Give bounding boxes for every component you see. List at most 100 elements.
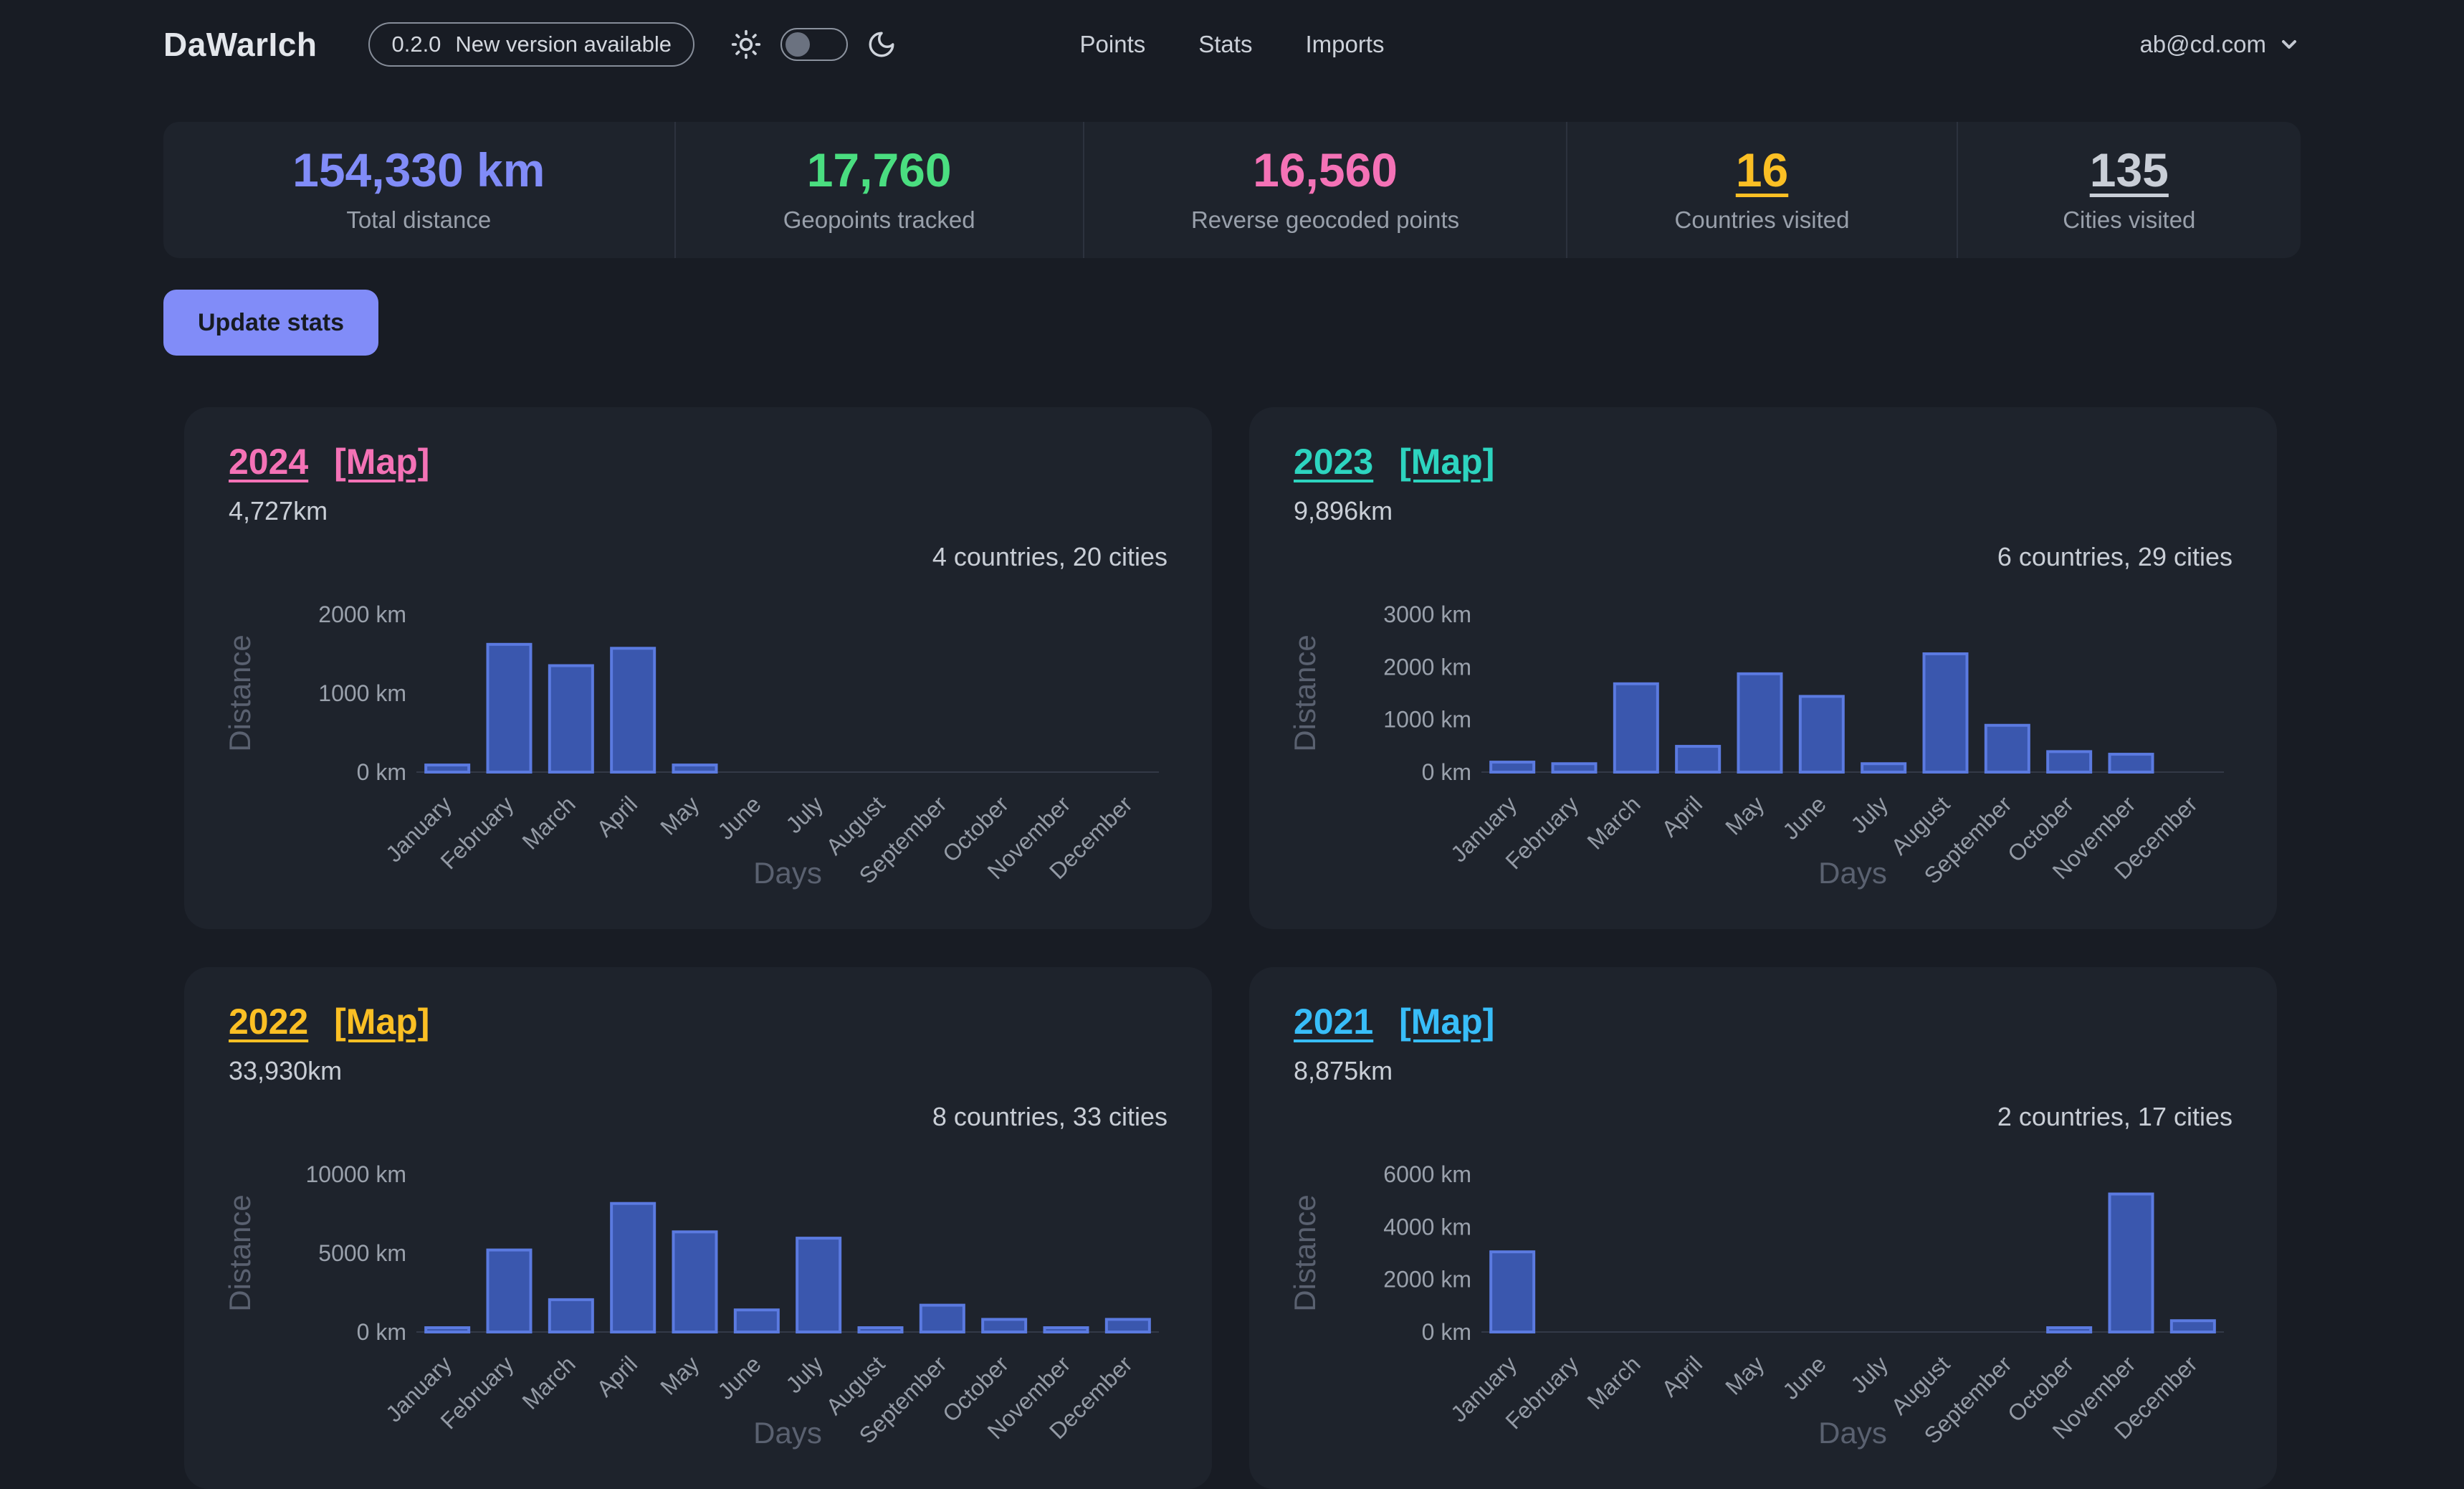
svg-text:2000 km: 2000 km xyxy=(1383,1267,1471,1293)
svg-text:April: April xyxy=(1656,791,1707,842)
map-link[interactable]: [Map] xyxy=(1399,1002,1495,1042)
chevron-down-icon xyxy=(2282,40,2297,49)
main-nav: Points Stats Imports xyxy=(1080,31,1385,58)
svg-text:1000 km: 1000 km xyxy=(318,680,406,706)
svg-text:April: April xyxy=(591,791,642,842)
stat-value[interactable]: 135 xyxy=(2089,143,2169,196)
year-distance: 9,896km xyxy=(1294,496,1393,525)
svg-text:April: April xyxy=(1656,1351,1707,1402)
year-card: 2024 [Map] 4,727km 4 countries, 20 citie… xyxy=(184,407,1212,929)
svg-text:2000 km: 2000 km xyxy=(1383,654,1471,680)
svg-text:May: May xyxy=(1720,1351,1769,1399)
svg-text:1000 km: 1000 km xyxy=(1383,707,1471,733)
svg-text:10000 km: 10000 km xyxy=(305,1161,406,1187)
stat-label: Geopoints tracked xyxy=(783,206,975,233)
version-number: 0.2.0 xyxy=(391,32,441,57)
map-link[interactable]: [Map] xyxy=(334,1002,430,1042)
countries-cities-summary: 2 countries, 17 cities xyxy=(1997,1102,2233,1131)
svg-text:June: June xyxy=(1777,791,1831,845)
svg-text:3000 km: 3000 km xyxy=(1383,601,1471,627)
navbar: DaWarIch 0.2.0 New version available Poi… xyxy=(0,0,2464,89)
version-message: New version available xyxy=(455,32,672,57)
svg-text:July: July xyxy=(1845,1351,1893,1398)
countries-cities-summary: 6 countries, 29 cities xyxy=(1997,542,2233,571)
user-email: ab@cd.com xyxy=(2139,31,2267,57)
year-card-heading: 2024 [Map] xyxy=(229,440,1167,483)
svg-text:July: July xyxy=(1845,791,1893,838)
svg-text:May: May xyxy=(1720,791,1769,839)
svg-text:5000 km: 5000 km xyxy=(318,1240,406,1266)
year-link[interactable]: 2023 xyxy=(1294,442,1374,482)
year-card: 2022 [Map] 33,930km 8 countries, 33 citi… xyxy=(184,967,1212,1489)
version-badge[interactable]: 0.2.0 New version available xyxy=(368,22,694,67)
stat-value: 16,560 xyxy=(1253,143,1398,196)
stat-value[interactable]: 16 xyxy=(1735,143,1789,196)
svg-text:4000 km: 4000 km xyxy=(1383,1214,1471,1240)
map-link[interactable]: [Map] xyxy=(334,442,430,482)
svg-text:Days: Days xyxy=(753,856,822,890)
stat-value: 154,330 km xyxy=(292,143,545,196)
year-cards-grid: 2024 [Map] 4,727km 4 countries, 20 citie… xyxy=(184,407,2464,1489)
svg-text:Days: Days xyxy=(753,1416,822,1450)
svg-text:Days: Days xyxy=(1818,856,1887,890)
nav-link-imports[interactable]: Imports xyxy=(1305,31,1385,57)
year-card: 2021 [Map] 8,875km 2 countries, 17 citie… xyxy=(1249,967,2277,1489)
map-link[interactable]: [Map] xyxy=(1399,442,1495,482)
stat-label: Countries visited xyxy=(1674,206,1850,233)
year-distance: 8,875km xyxy=(1294,1056,1393,1085)
stat-item: 17,760 Geopoints tracked xyxy=(674,122,1083,258)
moon-icon xyxy=(869,32,894,57)
svg-text:June: June xyxy=(712,791,766,845)
stat-label: Total distance xyxy=(346,206,492,233)
app-logo: DaWarIch xyxy=(163,26,317,63)
svg-text:6000 km: 6000 km xyxy=(1383,1161,1471,1187)
svg-text:0 km: 0 km xyxy=(1422,1319,1471,1345)
stat-item: 135 Cities visited xyxy=(1956,122,2301,258)
stat-item: 16,560 Reverse geocoded points xyxy=(1082,122,1567,258)
user-menu[interactable]: ab@cd.com xyxy=(1384,31,2301,58)
year-link[interactable]: 2022 xyxy=(229,1002,309,1042)
stat-label: Reverse geocoded points xyxy=(1190,206,1460,233)
year-card-heading: 2023 [Map] xyxy=(1294,440,2233,483)
year-distance: 33,930km xyxy=(229,1056,343,1085)
countries-cities-summary: 4 countries, 20 cities xyxy=(932,542,1167,571)
svg-text:March: March xyxy=(517,1351,580,1414)
stat-item: 16 Countries visited xyxy=(1566,122,1956,258)
svg-text:Distance: Distance xyxy=(223,1194,257,1311)
nav-link-points[interactable]: Points xyxy=(1079,31,1146,57)
year-card-heading: 2022 [Map] xyxy=(229,1000,1167,1043)
svg-text:July: July xyxy=(780,1351,828,1398)
sun-icon xyxy=(731,29,761,60)
theme-switcher xyxy=(730,28,897,61)
year-distance: 4,727km xyxy=(229,496,328,525)
svg-text:June: June xyxy=(712,1351,766,1404)
stat-label: Cities visited xyxy=(2063,206,2196,233)
svg-text:July: July xyxy=(780,791,828,838)
toggle-knob xyxy=(785,32,810,57)
theme-toggle[interactable] xyxy=(780,28,848,61)
svg-text:Distance: Distance xyxy=(1288,634,1322,751)
svg-text:March: March xyxy=(517,791,580,854)
countries-cities-summary: 8 countries, 33 cities xyxy=(932,1102,1167,1131)
year-card: 2023 [Map] 9,896km 6 countries, 29 citie… xyxy=(1249,407,2277,929)
stats-summary-row: 154,330 km Total distance 17,760 Geopoin… xyxy=(163,122,2301,258)
update-stats-button[interactable]: Update stats xyxy=(163,290,379,356)
svg-text:Distance: Distance xyxy=(223,634,257,751)
year-link[interactable]: 2021 xyxy=(1294,1002,1374,1042)
year-card-heading: 2021 [Map] xyxy=(1294,1000,2233,1043)
svg-text:March: March xyxy=(1582,1351,1645,1414)
svg-text:March: March xyxy=(1582,791,1645,854)
svg-text:May: May xyxy=(655,1351,704,1399)
svg-text:Days: Days xyxy=(1818,1416,1887,1450)
svg-text:April: April xyxy=(591,1351,642,1402)
svg-text:June: June xyxy=(1777,1351,1831,1404)
year-link[interactable]: 2024 xyxy=(229,442,309,482)
stat-value: 17,760 xyxy=(806,143,952,196)
nav-link-stats[interactable]: Stats xyxy=(1198,31,1253,57)
svg-text:0 km: 0 km xyxy=(357,1319,406,1345)
stat-item: 154,330 km Total distance xyxy=(163,122,674,258)
